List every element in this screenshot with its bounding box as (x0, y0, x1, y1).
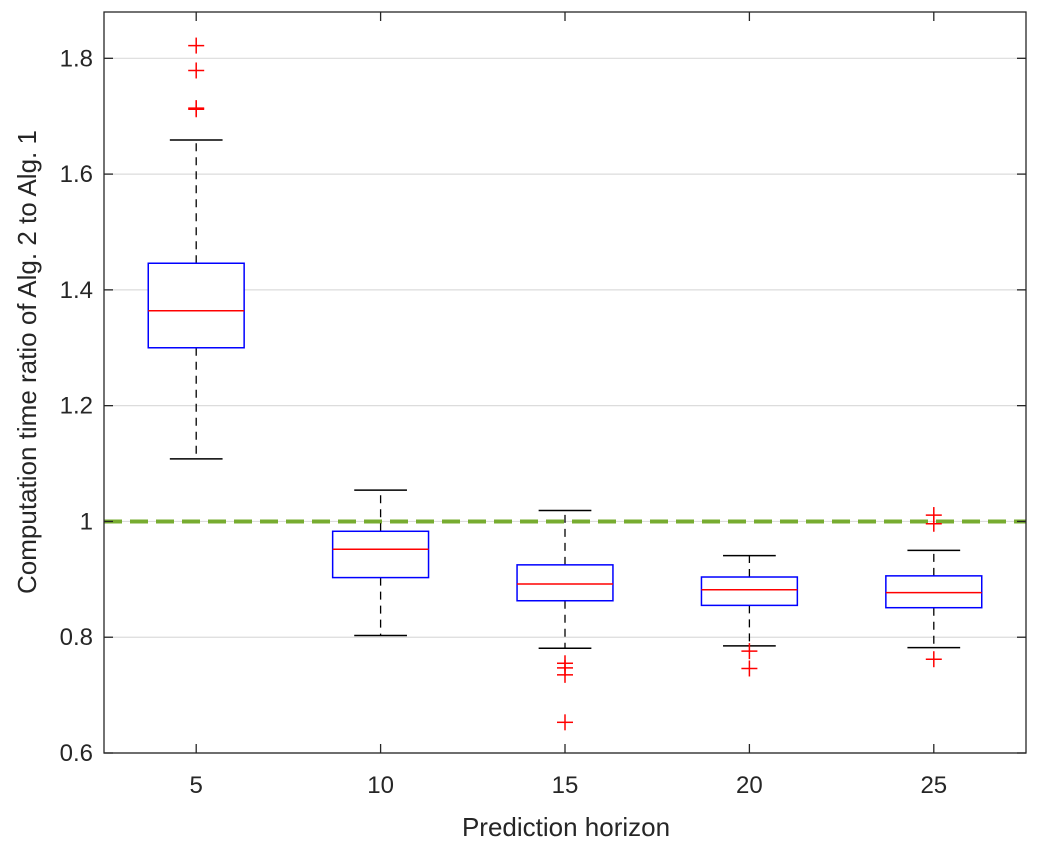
box-15 (516, 509, 614, 731)
y-tick-label: 1.2 (60, 393, 93, 420)
tick-labels-group: 0.6 0.8 1 1.2 1.4 1.6 1.8 5 10 15 20 25 (60, 45, 948, 799)
x-tick-label: 15 (552, 772, 579, 799)
box-25 (885, 507, 983, 668)
outlier-marker (557, 714, 573, 731)
x-axis-label: Prediction horizon (462, 812, 670, 842)
y-tick-label: 1 (80, 508, 93, 535)
y-tick-label: 1.4 (60, 277, 93, 304)
box-body (516, 564, 614, 602)
box-body (147, 262, 245, 349)
y-tick-label: 0.8 (60, 624, 93, 651)
outlier-marker (557, 666, 573, 683)
x-tick-label: 10 (367, 772, 394, 799)
y-tick-label: 1.8 (60, 45, 93, 72)
outlier-marker (925, 515, 942, 532)
axes-frame (103, 11, 1027, 754)
y-axis-label: Computation time ratio of Alg. 2 to Alg.… (12, 130, 42, 594)
y-tick-label: 0.6 (60, 740, 93, 767)
axes-group (103, 11, 1027, 754)
box-body (331, 530, 430, 579)
box-5 (147, 37, 245, 460)
outlier-marker (741, 643, 758, 660)
box-body (885, 575, 983, 609)
outlier-marker (925, 651, 942, 668)
x-tick-label: 20 (736, 772, 763, 799)
outlier-marker (188, 37, 205, 54)
boxes-group (147, 37, 983, 731)
box-10 (331, 489, 430, 637)
x-tick-label: 25 (920, 772, 947, 799)
x-tick-label: 5 (190, 772, 203, 799)
outlier-marker (188, 101, 205, 118)
outlier-marker (188, 62, 205, 79)
box-20 (700, 554, 799, 677)
box-body (700, 576, 799, 607)
y-tick-label: 1.6 (60, 161, 93, 188)
outlier-marker (741, 660, 758, 677)
